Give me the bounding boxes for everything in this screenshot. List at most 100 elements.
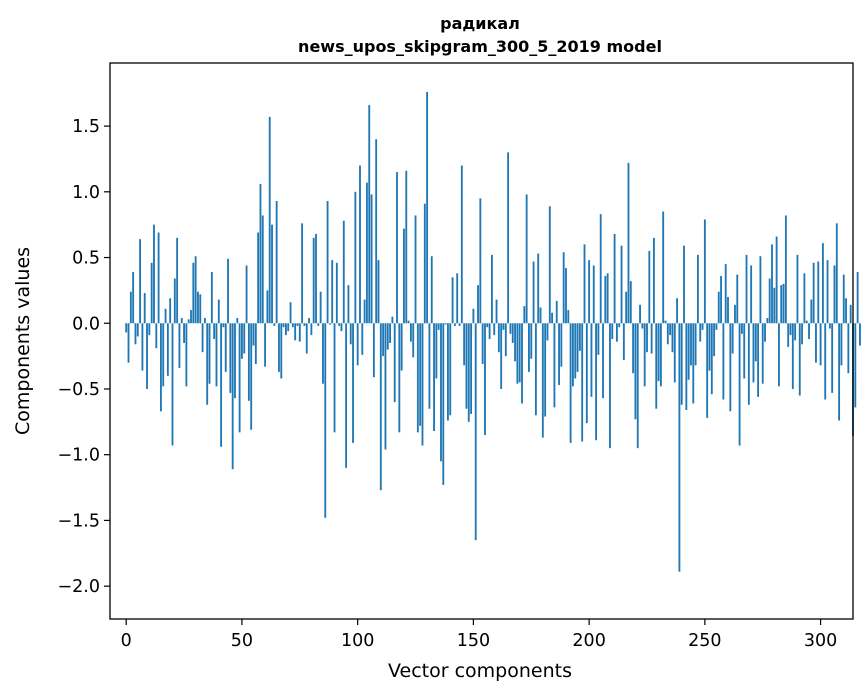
bar — [345, 323, 348, 468]
bar — [416, 323, 419, 433]
bar — [444, 323, 447, 325]
bar — [740, 323, 743, 334]
bar — [183, 323, 185, 343]
bar — [220, 323, 223, 447]
bar — [396, 172, 398, 324]
bar — [768, 278, 771, 324]
bar — [326, 201, 329, 324]
bar — [724, 264, 727, 324]
bar — [470, 323, 473, 414]
bar — [173, 278, 176, 324]
y-tick-label: −0.5 — [58, 380, 101, 400]
bar — [518, 323, 521, 383]
bar — [692, 323, 695, 404]
bar — [789, 323, 792, 336]
bar — [710, 323, 713, 395]
bar — [234, 323, 236, 399]
bar — [458, 323, 461, 326]
bar — [715, 323, 718, 330]
bar — [210, 271, 213, 324]
y-tick-label: −1.0 — [58, 446, 101, 466]
bar — [224, 323, 227, 372]
bar — [261, 215, 264, 324]
bar — [268, 116, 271, 324]
bar — [495, 299, 498, 324]
x-axis-ticks: 0 50 100 150 200 250 300 — [121, 619, 837, 651]
y-tick-label: 0.5 — [72, 249, 100, 269]
bar — [745, 254, 748, 324]
bar — [412, 323, 415, 358]
bar — [548, 206, 551, 324]
bar — [222, 323, 225, 328]
bar — [539, 307, 542, 324]
bar — [747, 323, 750, 405]
bar — [472, 308, 475, 324]
bar — [352, 323, 354, 443]
bar — [537, 253, 540, 324]
bar — [555, 300, 558, 324]
bar — [821, 243, 824, 324]
bar — [308, 318, 310, 324]
chart-title: радикал — [440, 14, 520, 33]
bar — [727, 296, 729, 324]
x-tick-label: 150 — [457, 631, 490, 651]
bar — [618, 323, 621, 328]
bar — [178, 323, 181, 368]
bar — [541, 323, 544, 438]
bar — [176, 237, 179, 324]
bar — [338, 323, 341, 326]
bar — [180, 318, 183, 324]
bar — [271, 224, 273, 324]
bar — [528, 323, 530, 372]
bar — [690, 323, 692, 366]
bar — [831, 323, 834, 393]
bar — [391, 316, 394, 324]
bar — [497, 323, 500, 353]
bar — [301, 223, 304, 324]
bar — [201, 323, 204, 353]
bar — [250, 323, 253, 430]
bar — [366, 182, 368, 324]
bar — [685, 323, 688, 411]
x-axis-label: Vector components — [388, 660, 572, 682]
bar — [231, 323, 234, 470]
bar — [187, 319, 190, 324]
bar — [521, 323, 523, 404]
bar — [680, 323, 683, 405]
y-tick-label: 1.5 — [72, 117, 100, 137]
bar — [669, 323, 672, 336]
bar — [787, 323, 790, 347]
bar — [166, 323, 169, 376]
bar — [127, 323, 130, 363]
bar — [208, 323, 211, 384]
bar — [791, 323, 794, 389]
bar — [534, 323, 537, 416]
bar — [340, 323, 343, 332]
bar — [805, 320, 808, 324]
bar — [386, 323, 389, 350]
bar — [453, 323, 456, 326]
bar — [141, 323, 144, 371]
bar — [347, 285, 350, 324]
bar — [738, 323, 741, 446]
bar — [849, 304, 852, 324]
bar — [477, 285, 479, 324]
bar — [676, 298, 679, 324]
bar — [771, 244, 773, 324]
bar — [333, 323, 336, 433]
bar — [414, 215, 417, 324]
bar — [585, 323, 588, 424]
bar — [243, 323, 246, 354]
bar — [590, 323, 593, 397]
bar — [162, 323, 165, 387]
bar — [257, 232, 260, 324]
bar — [322, 323, 324, 384]
bar — [486, 323, 489, 328]
bar — [379, 323, 382, 491]
bar — [854, 323, 857, 408]
bar — [622, 323, 625, 361]
bar — [713, 323, 716, 357]
bar — [646, 323, 648, 353]
bar — [241, 323, 243, 359]
bar — [798, 323, 801, 396]
